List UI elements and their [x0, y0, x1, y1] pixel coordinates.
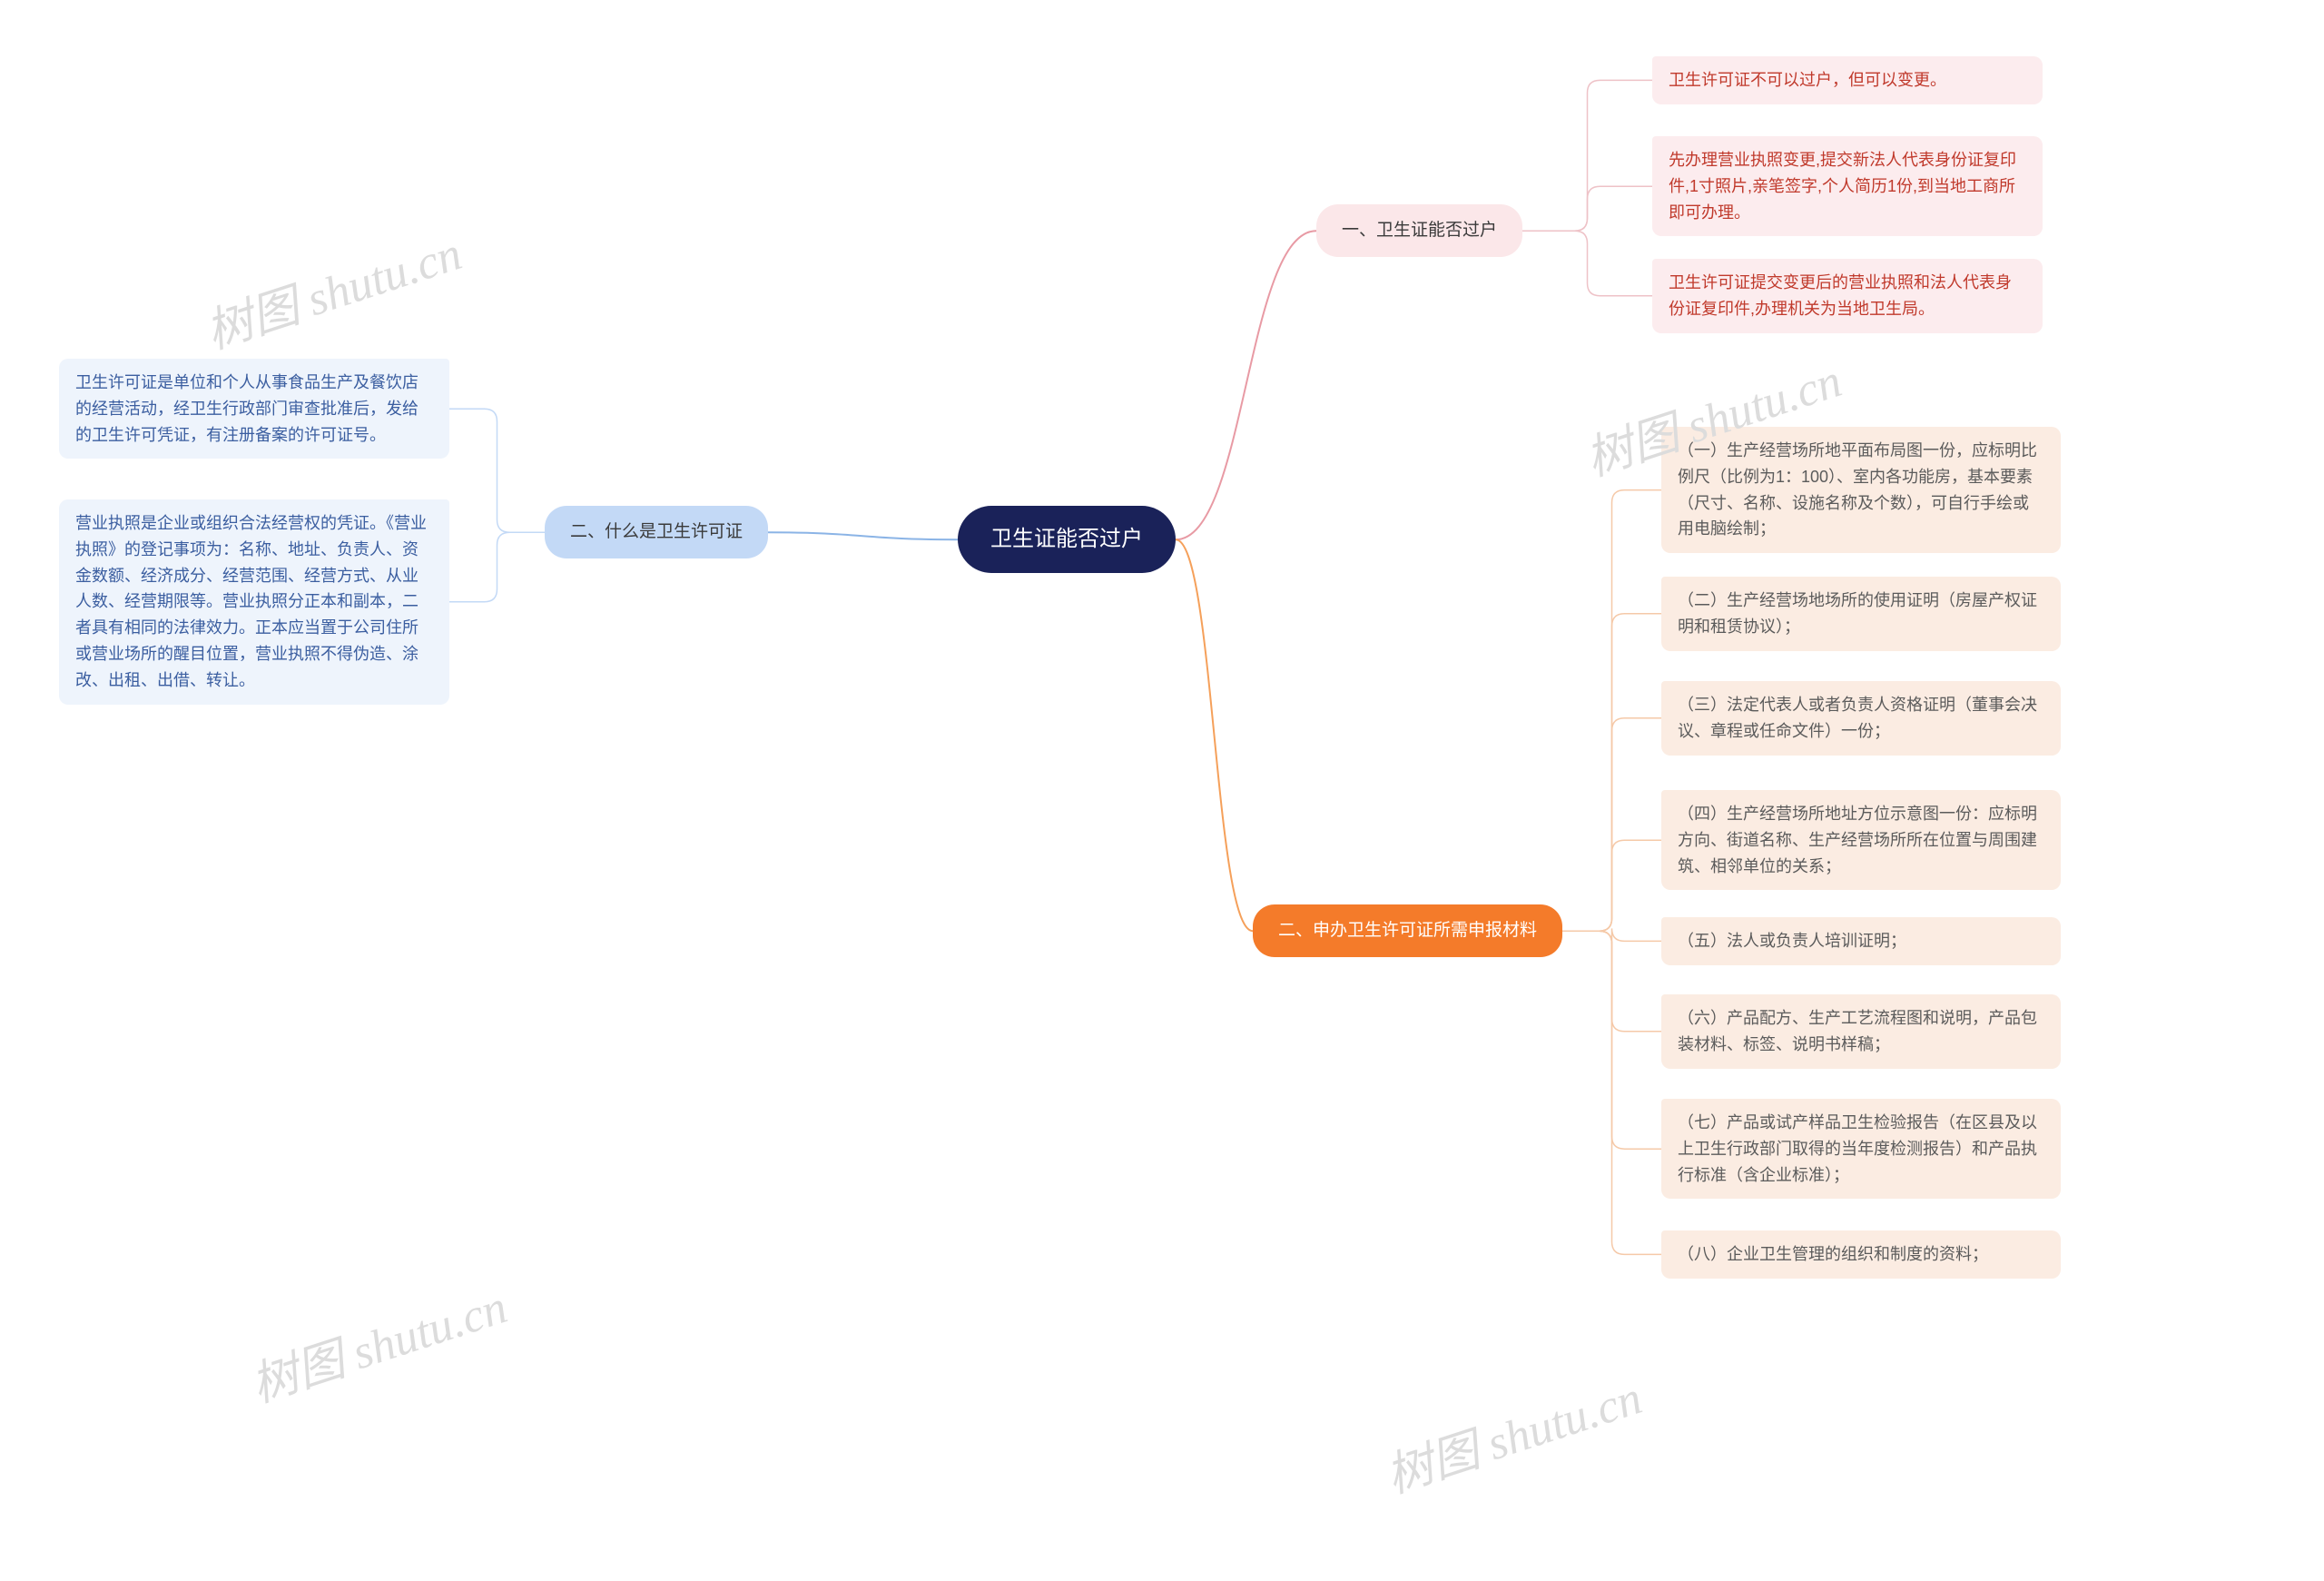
fork-b2: [1562, 490, 1661, 1255]
edge-center-b1: [1176, 231, 1316, 539]
leaf-b1-1: 先办理营业执照变更,提交新法人代表身份证复印件,1寸照片,亲笔签字,个人简历1份…: [1652, 136, 2043, 236]
edge-center-b3: [768, 532, 958, 539]
leaf-b2-2: （三）法定代表人或者负责人资格证明（董事会决议、章程或任命文件）一份；: [1661, 681, 2061, 756]
branch-1-node: 一、卫生证能否过户: [1316, 204, 1522, 257]
branch-3-node: 二、什么是卫生许可证: [545, 506, 768, 558]
fork-b1: [1522, 80, 1652, 295]
leaf-b3-1: 营业执照是企业或组织合法经营权的凭证。《营业执照》的登记事项为：名称、地址、负责…: [59, 499, 449, 705]
leaf-b1-0: 卫生许可证不可以过户，但可以变更。: [1652, 56, 2043, 104]
leaf-b2-3: （四）生产经营场所地址方位示意图一份：应标明方向、街道名称、生产经营场所所在位置…: [1661, 790, 2061, 890]
watermark-2: 树图 shutu.cn: [241, 1269, 515, 1415]
leaf-b2-1: （二）生产经营场地场所的使用证明（房屋产权证明和租赁协议）；: [1661, 577, 2061, 651]
leaf-b2-0: （一）生产经营场所地平面布局图一份，应标明比例尺（比例为1：100）、室内各功能…: [1661, 427, 2061, 553]
watermark-3: 树图 shutu.cn: [1376, 1359, 1649, 1506]
center-node: 卫生证能否过户: [958, 506, 1176, 573]
branch-2-node: 二、申办卫生许可证所需申报材料: [1253, 904, 1562, 957]
leaf-b1-2: 卫生许可证提交变更后的营业执照和法人代表身份证复印件,办理机关为当地卫生局。: [1652, 259, 2043, 333]
leaf-b2-5: （六）产品配方、生产工艺流程图和说明，产品包装材料、标签、说明书样稿；: [1661, 994, 2061, 1069]
watermark-0: 树图 shutu.cn: [196, 215, 469, 361]
leaf-b2-7: （八）企业卫生管理的组织和制度的资料；: [1661, 1230, 2061, 1279]
leaf-b2-6: （七）产品或试产样品卫生检验报告（在区县及以上卫生行政部门取得的当年度检测报告）…: [1661, 1099, 2061, 1199]
leaf-b2-4: （五）法人或负责人培训证明；: [1661, 917, 2061, 965]
edge-center-b2: [1176, 539, 1253, 931]
leaf-b3-0: 卫生许可证是单位和个人从事食品生产及餐饮店的经营活动，经卫生行政部门审查批准后，…: [59, 359, 449, 459]
fork-b3: [449, 409, 545, 602]
